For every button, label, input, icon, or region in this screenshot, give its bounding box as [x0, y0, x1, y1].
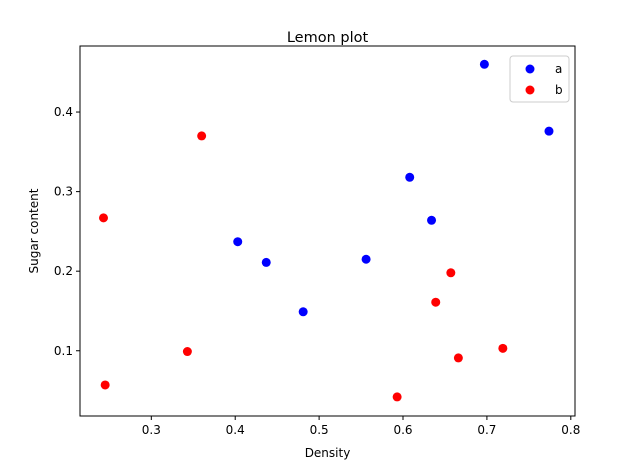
y-tick-label: 0.1 [54, 344, 73, 358]
x-axis: 0.3 0.4 0.5 0.6 0.7 0.8 [142, 416, 580, 437]
data-point-a [544, 126, 554, 136]
x-tick-label: 0.7 [477, 423, 496, 437]
legend-label-b: b [555, 83, 563, 97]
data-point-a [261, 257, 271, 267]
y-tick-label: 0.4 [54, 105, 73, 119]
data-point-a [427, 215, 437, 225]
chart-title: Lemon plot [287, 30, 369, 46]
x-axis-label: Density [305, 446, 351, 460]
data-point-a [361, 254, 371, 264]
legend-marker-b [525, 85, 535, 95]
data-points [98, 59, 554, 402]
legend-label-a: a [555, 62, 562, 76]
y-tick-label: 0.2 [54, 264, 73, 278]
data-point-b [431, 297, 441, 307]
x-tick-label: 0.5 [310, 423, 329, 437]
x-tick-label: 0.4 [226, 423, 245, 437]
data-point-b [498, 343, 508, 353]
data-point-b [453, 353, 463, 363]
data-point-a [405, 172, 415, 182]
data-point-a [479, 59, 489, 69]
data-point-a [233, 237, 243, 247]
y-axis-label: Sugar content [27, 188, 41, 273]
legend-box [509, 55, 570, 103]
x-tick-label: 0.3 [142, 423, 161, 437]
data-point-a [298, 307, 308, 317]
y-tick-label: 0.3 [54, 185, 73, 199]
legend-marker-a [525, 64, 535, 74]
axes-frame [79, 45, 576, 417]
x-tick-label: 0.6 [393, 423, 412, 437]
data-point-b [182, 347, 192, 357]
data-point-b [197, 131, 207, 141]
data-point-b [446, 268, 456, 278]
y-axis: 0.1 0.2 0.3 0.4 [54, 105, 80, 358]
data-point-b [392, 392, 402, 402]
data-point-b [98, 213, 108, 223]
data-point-b [100, 380, 110, 390]
x-tick-label: 0.8 [561, 423, 580, 437]
legend: ab [509, 55, 570, 103]
